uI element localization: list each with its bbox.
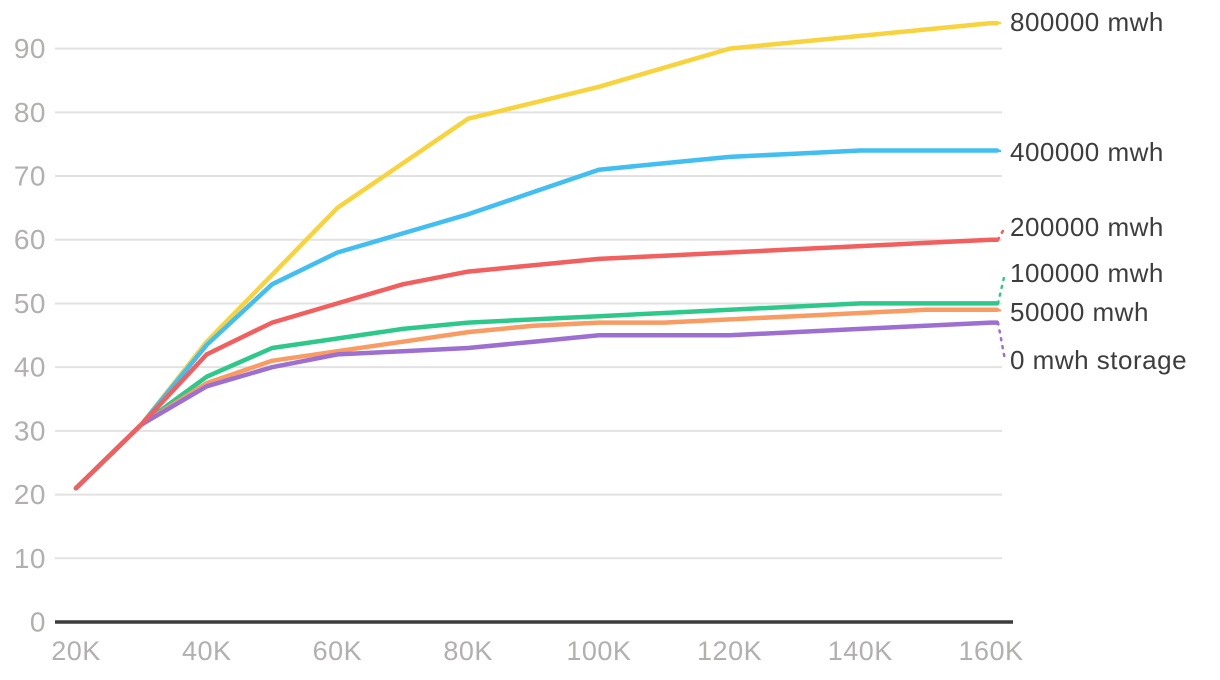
x-axis-tick-label: 20K <box>51 636 101 666</box>
series-line-400000-mwh <box>73 148 1000 491</box>
series-leader-800000-mwh <box>996 20 1007 25</box>
series-line-100000-mwh <box>73 301 1000 491</box>
x-axis-tick-label: 80K <box>443 636 493 666</box>
x-axis-tick-label: 140K <box>828 636 893 666</box>
series-line-50000-mwh <box>73 307 1000 491</box>
series-end-label-200000-mwh: 200000 mwh <box>1010 212 1164 242</box>
series-leader-400000-mwh <box>996 149 1007 154</box>
y-axis-tick-label: 10 <box>14 543 46 574</box>
y-axis-tick-label: 50 <box>14 288 46 319</box>
y-axis-tick-label: 80 <box>14 97 46 128</box>
x-axis-tick-label: 160K <box>958 636 1023 666</box>
series-line-0-mwh-storage <box>73 320 1000 491</box>
x-axis-tick-label: 60K <box>313 636 363 666</box>
series-leader-200000-mwh <box>996 225 1007 241</box>
y-axis-tick-label: 0 <box>30 607 46 638</box>
series-line-200000-mwh <box>73 237 1000 491</box>
series-end-label-100000-mwh: 100000 mwh <box>1010 258 1164 288</box>
series-end-label-800000-mwh: 800000 mwh <box>1010 7 1164 37</box>
y-axis-tick-label: 70 <box>14 161 46 192</box>
y-axis-tick-label: 30 <box>14 415 46 446</box>
series-leader-100000-mwh <box>996 271 1007 305</box>
series-end-label-0-mwh-storage: 0 mwh storage <box>1010 345 1187 375</box>
series-leader-0-mwh-storage <box>996 321 1007 362</box>
y-axis-tick-label: 40 <box>14 352 46 383</box>
x-axis-tick-label: 120K <box>697 636 762 666</box>
series-leader-50000-mwh <box>996 308 1007 314</box>
y-axis-tick-label: 60 <box>14 224 46 255</box>
y-axis-tick-label: 20 <box>14 479 46 510</box>
x-axis-tick-label: 40K <box>182 636 232 666</box>
series-end-label-400000-mwh: 400000 mwh <box>1010 137 1164 167</box>
x-axis-tick-label: 100K <box>566 636 631 666</box>
series-line-800000-mwh <box>73 20 1000 491</box>
series-end-label-50000-mwh: 50000 mwh <box>1010 297 1149 327</box>
y-axis-tick-label: 90 <box>14 33 46 64</box>
